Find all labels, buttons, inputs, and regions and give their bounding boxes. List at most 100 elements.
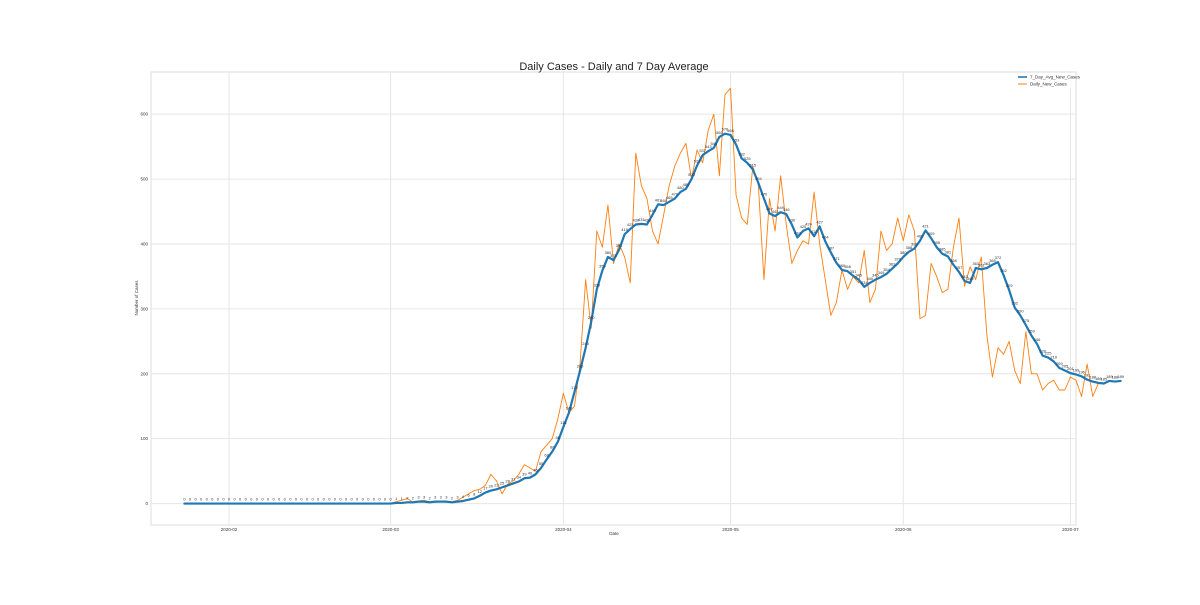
data-label: 420 [800, 224, 807, 229]
data-label: 565 [716, 130, 723, 135]
data-label: 480 [677, 185, 684, 190]
data-label: 409 [928, 231, 935, 236]
data-label: 0 [378, 497, 381, 502]
y-tick-label: 300 [140, 306, 148, 311]
data-label: 0 [317, 497, 320, 502]
y-tick-label: 100 [140, 436, 148, 441]
data-label: 363 [983, 261, 990, 266]
data-label: 240 [582, 341, 589, 346]
data-label: 28 [505, 478, 510, 483]
data-label: 3 [423, 495, 426, 500]
data-label: 0 [256, 497, 259, 502]
data-label: 446 [783, 207, 790, 212]
data-label: 340 [866, 276, 873, 281]
data-label: 370 [894, 256, 901, 261]
data-label: 6 [468, 493, 471, 498]
data-label: 371 [833, 256, 840, 261]
data-label: 405 [917, 234, 924, 239]
data-label: 421 [922, 223, 929, 228]
data-label: 380 [605, 250, 612, 255]
data-label: 189 [1106, 374, 1113, 379]
data-label: 461 [655, 197, 662, 202]
data-label: 228 [1039, 349, 1046, 354]
data-label: 415 [621, 227, 628, 232]
data-label: 351 [850, 269, 857, 274]
data-label: 345 [855, 273, 862, 278]
data-label: 2 [406, 495, 409, 500]
data-label: 0 [267, 497, 270, 502]
data-label: 1 [401, 496, 404, 501]
data-label: 140 [566, 406, 573, 411]
data-label: 0 [200, 497, 203, 502]
data-label: 280 [588, 315, 595, 320]
data-label: 553 [733, 138, 740, 143]
data-label: 3 [440, 495, 443, 500]
data-label: 375 [610, 253, 617, 258]
data-label: 381 [944, 249, 951, 254]
data-label: 340 [967, 276, 974, 281]
x-axis-ticks: 2020-02 2020-03 2020-04 2020-05 2020-06 2020-… [221, 527, 1079, 532]
data-label: 0 [206, 497, 209, 502]
data-label: 0 [306, 497, 309, 502]
data-label: 0 [345, 497, 348, 502]
data-label: 0 [211, 497, 214, 502]
data-label: 68 [544, 452, 549, 457]
data-label: 445 [649, 208, 656, 213]
y-tick-label: 400 [140, 241, 148, 246]
data-label: 404 [822, 234, 829, 239]
y-tick-label: 600 [140, 112, 148, 117]
data-label: 259 [1028, 328, 1035, 333]
x-tick-label: 2020-05 [722, 527, 739, 532]
y-tick-label: 200 [140, 371, 148, 376]
data-label: 372 [995, 255, 1002, 260]
data-label: 31 [511, 476, 516, 481]
data-label: 521 [694, 158, 701, 163]
data-label: 358 [844, 264, 851, 269]
data-label: 199 [1073, 367, 1080, 372]
data-label: 357 [956, 265, 963, 270]
x-tick-label: 2020-04 [555, 527, 572, 532]
data-label: 219 [1050, 354, 1057, 359]
data-label: 188 [1089, 375, 1096, 380]
data-label: 95 [556, 435, 561, 440]
data-label: 449 [777, 205, 784, 210]
data-label: 12 [478, 489, 483, 494]
data-label: 2 [428, 495, 431, 500]
data-label: 363 [972, 261, 979, 266]
data-label: 537 [699, 148, 706, 153]
data-label: 388 [905, 245, 912, 250]
data-label: 0 [300, 497, 303, 502]
data-label: 80 [550, 445, 555, 450]
data-label: 354 [883, 267, 890, 272]
data-label: 568 [727, 128, 734, 133]
data-label: 359 [599, 264, 606, 269]
series-lines [183, 87, 1122, 505]
data-label: 334 [861, 280, 868, 285]
x-tick-label: 2020-03 [382, 527, 399, 532]
data-label: 0 [373, 497, 376, 502]
data-label: 0 [245, 497, 248, 502]
data-label: 39 [522, 471, 527, 476]
data-label: 0 [328, 497, 331, 502]
data-label: 3 [456, 495, 459, 500]
data-label: 0 [339, 497, 342, 502]
data-label: 189 [1117, 374, 1124, 379]
data-label: 201 [1067, 366, 1074, 371]
data-label: 188 [1112, 375, 1119, 380]
data-label: 4 [462, 494, 465, 499]
data-label: 0 [384, 497, 387, 502]
data-label: 329 [1006, 283, 1013, 288]
data-label: 543 [705, 144, 712, 149]
data-label: 0 [222, 497, 225, 502]
data-label: 0 [183, 497, 186, 502]
data-label: 548 [710, 141, 717, 146]
data-label: 443 [772, 209, 779, 214]
data-label: 0 [189, 497, 192, 502]
data-label: 361 [978, 262, 985, 267]
data-label: 2 [412, 495, 415, 500]
data-label: 0 [194, 497, 197, 502]
data-label: 470 [761, 192, 768, 197]
